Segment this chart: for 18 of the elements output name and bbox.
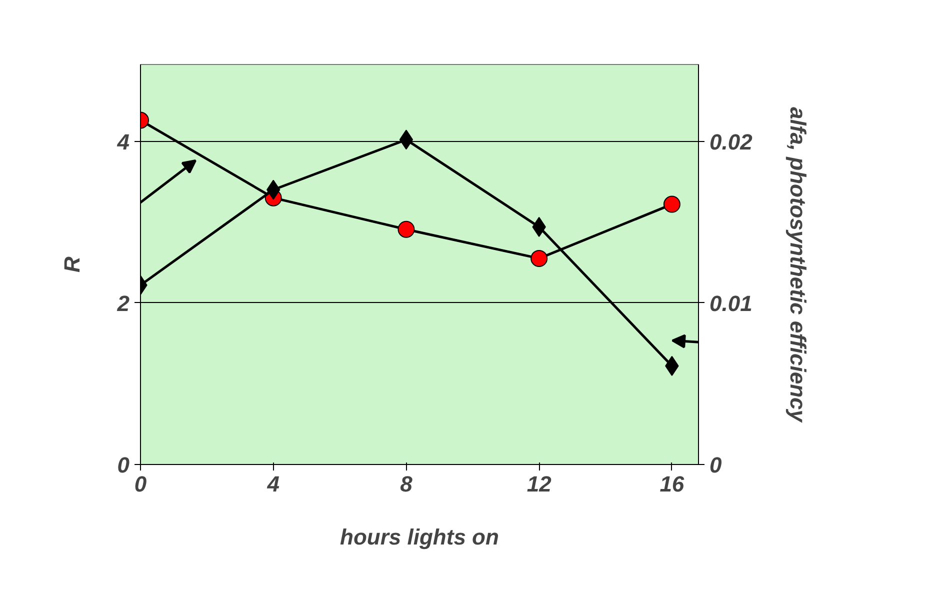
y-axis-title: R bbox=[59, 256, 84, 272]
x-tick-label: 0 bbox=[134, 472, 148, 496]
x-tick-label: 16 bbox=[660, 472, 685, 496]
y-tick-label: 2 bbox=[116, 290, 130, 316]
point bbox=[398, 220, 415, 238]
y2-tick-label: 0.01 bbox=[710, 290, 752, 316]
x-axis-title: hours lights on bbox=[340, 524, 499, 550]
x-tick-label: 12 bbox=[526, 472, 552, 496]
point bbox=[399, 130, 414, 150]
point bbox=[530, 250, 548, 267]
y2-tick-label: 0 bbox=[710, 452, 722, 478]
point bbox=[663, 196, 680, 213]
y-tick-label: 0 bbox=[117, 452, 130, 478]
x-tick-label: 8 bbox=[400, 472, 414, 496]
x-tick-label: 4 bbox=[266, 472, 280, 496]
y2-axis-title: alfa, photosynthetic efficiency bbox=[785, 107, 810, 424]
y2-tick-label: 0.02 bbox=[710, 129, 754, 154]
y-tick-label: 4 bbox=[116, 129, 130, 154]
